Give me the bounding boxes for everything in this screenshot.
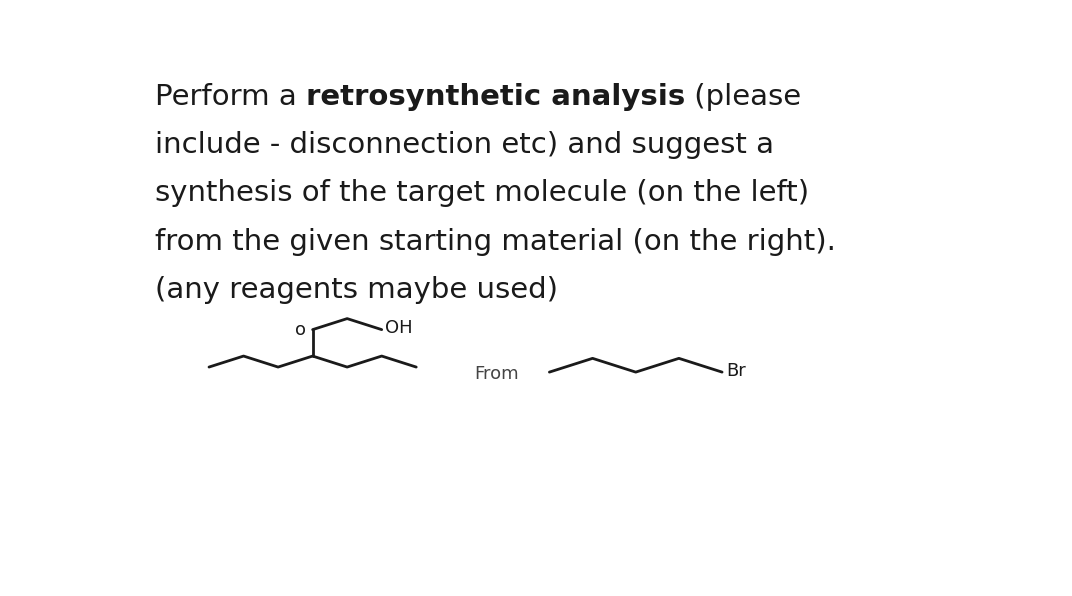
Text: Br: Br bbox=[726, 362, 746, 380]
Text: include - disconnection etc) and suggest a: include - disconnection etc) and suggest… bbox=[154, 131, 774, 159]
Text: From: From bbox=[475, 365, 519, 383]
Text: retrosynthetic analysis: retrosynthetic analysis bbox=[306, 83, 685, 111]
Text: OH: OH bbox=[385, 319, 413, 337]
Text: o: o bbox=[295, 321, 306, 339]
Text: (any reagents maybe used): (any reagents maybe used) bbox=[154, 276, 557, 304]
Text: synthesis of the target molecule (on the left): synthesis of the target molecule (on the… bbox=[154, 179, 809, 207]
Text: (please: (please bbox=[685, 83, 801, 111]
Text: Perform a: Perform a bbox=[154, 83, 306, 111]
Text: from the given starting material (on the right).: from the given starting material (on the… bbox=[154, 228, 836, 256]
